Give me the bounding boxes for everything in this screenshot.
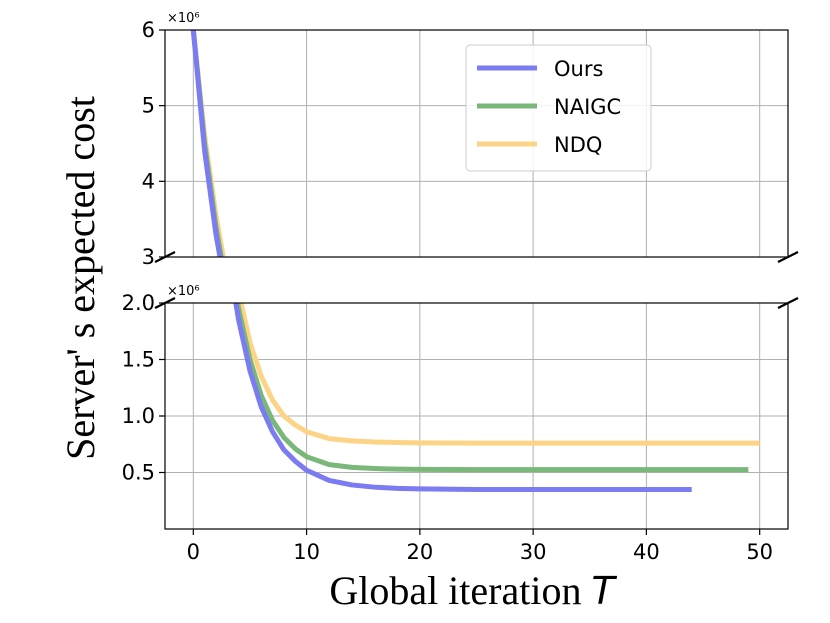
lower-y-tick-label: 0.5 <box>122 461 155 485</box>
legend-label-naigc: NAIGC <box>554 95 621 119</box>
legend-items: Ours NAIGC NDQ <box>477 57 621 157</box>
lower-y-tick-label: 1.5 <box>122 348 155 372</box>
lower-grid <box>165 302 788 529</box>
x-tick-label: 0 <box>187 540 200 564</box>
legend-box <box>465 44 652 172</box>
x-axis-label: Global iteration T <box>329 568 617 613</box>
upper-y-tick-label: 6 <box>142 18 155 42</box>
break-mark-right-upper <box>777 251 799 263</box>
series-line-lower-ndq <box>238 303 760 446</box>
series-line-lower-ours <box>233 303 692 492</box>
lower-y-tick-label: 2.0 <box>122 291 155 315</box>
axis-break-marks <box>154 251 799 309</box>
x-axis-label-text: Global iteration <box>329 568 581 613</box>
lower-y-tick-label: 1.0 <box>122 404 155 428</box>
legend: Ours NAIGC NDQ <box>465 44 652 172</box>
x-tick-label: 50 <box>746 540 773 564</box>
x-tick-label: 40 <box>633 540 660 564</box>
break-mark-left-upper <box>154 251 176 263</box>
lower-multiplier: ×10⁶ <box>167 284 200 299</box>
upper-multiplier: ×10⁶ <box>167 11 200 26</box>
x-tick-label: 20 <box>406 540 433 564</box>
legend-label-ours: Ours <box>554 57 603 81</box>
upper-y-tick-label: 3 <box>142 245 155 269</box>
upper-y-ticks: 3 4 5 6 <box>142 18 165 269</box>
upper-panel: 3 4 5 6 ×10⁶ <box>142 11 789 269</box>
x-ticks: 0 10 20 30 40 50 <box>187 529 773 564</box>
x-tick-label: 30 <box>520 540 547 564</box>
x-axis-label-variable: T <box>591 569 617 613</box>
lower-y-ticks: 0.5 1.0 1.5 2.0 <box>122 291 165 485</box>
upper-y-tick-label: 4 <box>142 169 155 193</box>
x-tick-label: 10 <box>293 540 320 564</box>
lower-series-lines <box>233 303 760 492</box>
upper-panel-frame <box>164 29 789 258</box>
upper-y-tick-label: 5 <box>142 94 155 118</box>
series-line-lower-naigc <box>235 303 749 473</box>
legend-label-ndq: NDQ <box>554 133 602 157</box>
y-axis-label: Server' s expected cost <box>58 96 103 460</box>
lower-panel: 0.5 1.0 1.5 2.0 0 10 20 30 40 50 ×10⁶ <box>122 284 789 564</box>
